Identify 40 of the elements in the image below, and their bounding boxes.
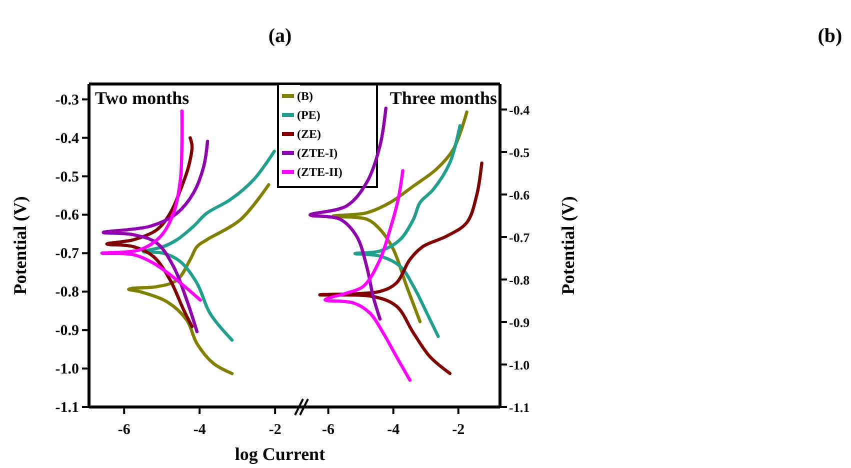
line-series	[100, 109, 202, 302]
legend-label: (ZE)	[297, 127, 322, 141]
y-tick-label: -0.3	[55, 92, 79, 108]
y-tick-label: -0.6	[55, 208, 80, 224]
legend-label: (PE)	[297, 108, 320, 122]
y2-tick-label: -0.7	[509, 230, 530, 245]
text: (b)	[818, 25, 842, 47]
annotation: Two months	[95, 88, 190, 108]
y-tick-label: -0.9	[55, 323, 79, 340]
legend-label: (ZTE-II)	[297, 165, 342, 179]
line-series	[353, 124, 462, 338]
y2-tick-label: -1.1	[509, 400, 530, 415]
x-tick-label: -4	[193, 422, 206, 438]
y-tick-label: -1.0	[55, 362, 79, 378]
y2-tick-label: -1.0	[509, 358, 530, 372]
y2-axis-title: Potential (V)	[558, 196, 578, 295]
line-series	[142, 150, 276, 342]
y2-tick-label: -0.4	[509, 102, 530, 118]
line-series	[127, 183, 270, 376]
x-tick-label: -4	[387, 422, 400, 438]
y-tick-label: -1.1	[55, 400, 79, 416]
y-axis-title: Potential (V)	[10, 196, 30, 295]
x-tick-label: -2	[452, 422, 465, 438]
y2-tick-label: -0.6	[509, 188, 530, 202]
y-tick-label: -0.8	[55, 284, 79, 301]
x-tick-label: -6	[322, 422, 336, 438]
chart-title: (a)	[268, 25, 292, 47]
y-tick-label: -0.5	[55, 169, 79, 186]
y2-tick-label: -0.9	[509, 315, 530, 330]
x-axis-title: log Current	[234, 444, 326, 464]
y2-tick-label: -0.5	[509, 145, 530, 160]
line-series	[102, 140, 210, 334]
y-tick-label: -0.4	[55, 130, 80, 147]
x-tick-label: -6	[118, 422, 131, 438]
x-tick-label: -2	[268, 422, 282, 438]
annotation: Three months	[390, 88, 497, 108]
y2-tick-label: -0.8	[509, 272, 530, 288]
legend-label: (B)	[297, 89, 313, 103]
y-tick-label: -0.7	[55, 246, 80, 262]
legend-label: (ZTE-I)	[297, 146, 338, 160]
